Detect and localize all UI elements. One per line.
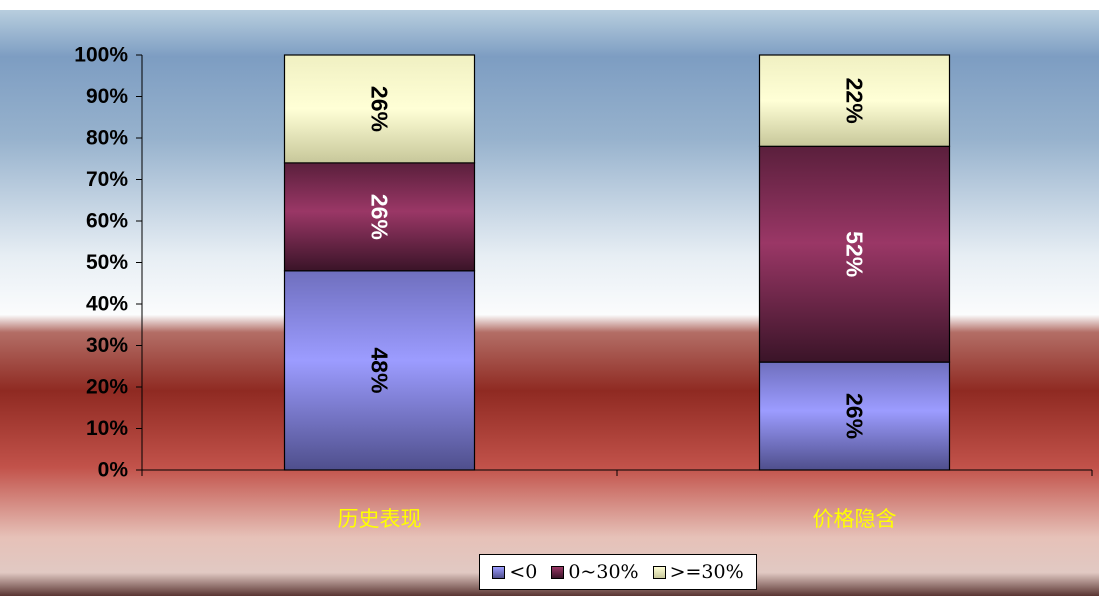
legend-swatch-series-3 (652, 565, 666, 579)
bar-segment (758, 145, 951, 363)
bar-segment (283, 54, 476, 164)
legend-label-series-2: 0~30% (568, 561, 639, 583)
category-label: 历史表现 (338, 507, 422, 531)
data-label: 26% (367, 86, 393, 132)
y-tick-label: 60% (86, 210, 128, 233)
y-tick-label: 0% (98, 459, 129, 482)
legend-swatch-series-1 (492, 565, 506, 579)
y-tick-label: 100% (74, 44, 128, 67)
data-label: 52% (842, 231, 868, 277)
y-tick-label: 80% (86, 127, 128, 150)
data-label: 48% (367, 347, 393, 393)
data-label: 22% (842, 78, 868, 124)
category-label: 价格隐含 (813, 507, 897, 531)
legend-item-series-3: >=30% (652, 561, 744, 583)
legend-item-series-2: 0~30% (551, 561, 639, 583)
y-tick-label: 30% (86, 334, 128, 357)
legend-swatch-series-2 (551, 565, 565, 579)
y-tick-label: 20% (86, 376, 128, 399)
legend-label-series-1: <0 (509, 561, 538, 583)
bar-segment (283, 270, 476, 471)
bar-segment (283, 162, 476, 272)
legend-item-series-1: <0 (492, 561, 537, 583)
bars-layer: 48% 26% 26% 26% 52% 22% (283, 54, 951, 471)
ticks-layer: 0% 10% 20% 30% 40% 50% 60% 70% 80% 90% 100% (74, 44, 142, 482)
y-tick-label: 50% (86, 251, 128, 274)
y-tick-label: 40% (86, 293, 128, 316)
y-tick-label: 70% (86, 168, 128, 191)
y-tick-label: 10% (86, 417, 128, 440)
legend-label-series-3: >=30% (669, 561, 744, 583)
bar-segment (758, 54, 951, 147)
y-tick-label: 90% (86, 85, 128, 108)
data-label: 26% (367, 194, 393, 240)
category-labels: 历史表现 价格隐含 (338, 507, 897, 531)
legend: <0 0~30% >=30% (479, 554, 757, 590)
data-label: 26% (842, 393, 868, 439)
